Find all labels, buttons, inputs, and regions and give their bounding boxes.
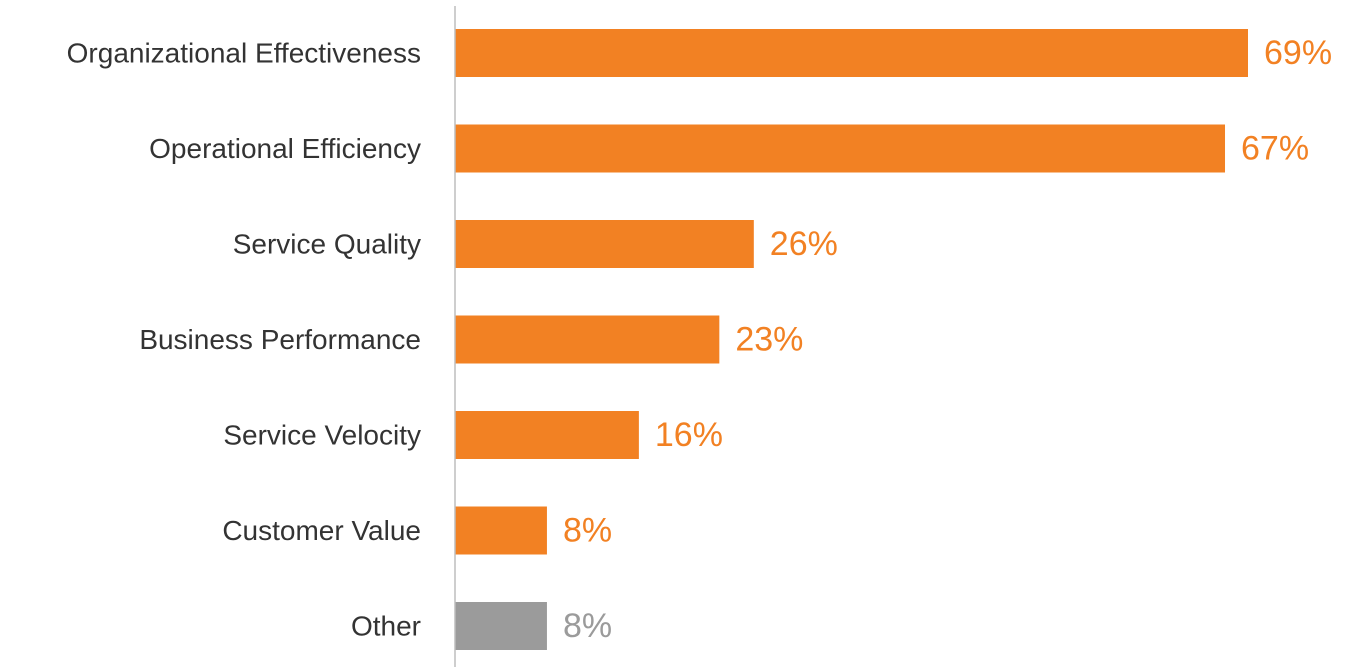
value-label-4: 16% (655, 416, 723, 454)
category-label-0: Organizational Effectiveness (67, 38, 421, 69)
value-label-6: 8% (563, 607, 612, 645)
category-label-2: Service Quality (233, 229, 421, 260)
bar-1 (455, 124, 1226, 173)
value-label-3: 23% (735, 321, 803, 359)
bar-3 (455, 315, 720, 364)
category-labels-group: Organizational Effectiveness Operational … (67, 38, 421, 642)
bar-6 (455, 602, 547, 650)
value-label-1: 67% (1241, 130, 1309, 168)
value-label-5: 8% (563, 512, 612, 550)
bars-group (455, 29, 1248, 650)
value-label-2: 26% (770, 225, 838, 263)
category-label-4: Service Velocity (223, 420, 421, 451)
value-labels-group: 69% 67% 26% 23% 16% 8% 8% (563, 34, 1332, 645)
bar-4 (455, 411, 639, 459)
bar-0 (455, 29, 1248, 77)
category-label-6: Other (351, 611, 421, 642)
bar-5 (455, 506, 547, 555)
bar-2 (455, 220, 754, 268)
category-label-5: Customer Value (222, 515, 421, 546)
category-label-1: Operational Efficiency (149, 133, 421, 164)
value-label-0: 69% (1264, 34, 1332, 72)
category-label-3: Business Performance (139, 324, 421, 355)
